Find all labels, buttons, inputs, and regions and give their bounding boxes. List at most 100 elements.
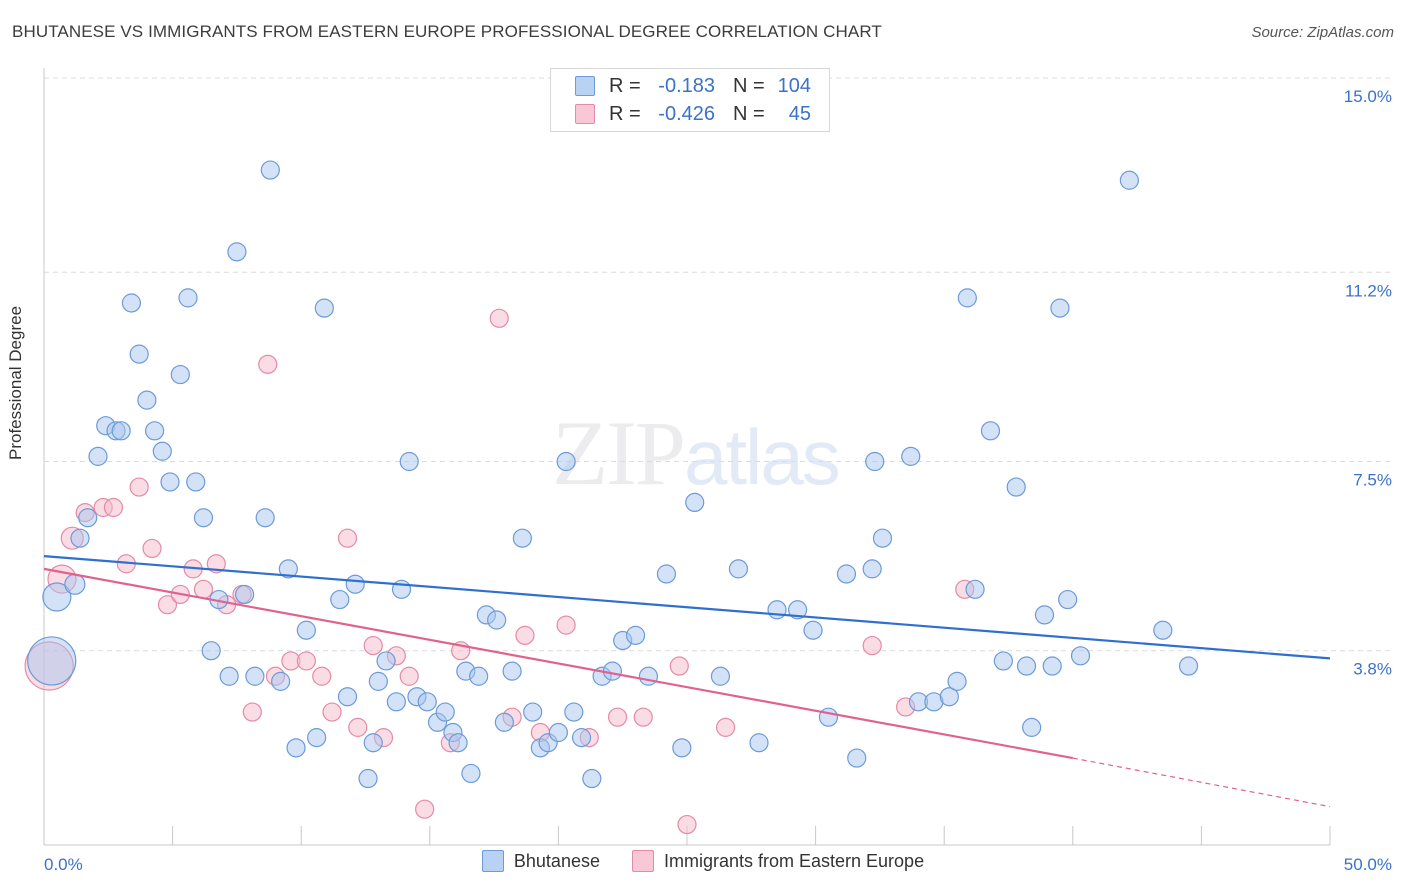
bhutanese-point	[70, 528, 90, 548]
bhutanese-point	[219, 666, 239, 686]
bhutanese-point	[872, 528, 893, 548]
bhutanese-point	[255, 508, 275, 528]
eastern-europe-point	[337, 528, 358, 548]
bhutanese-point	[386, 692, 406, 712]
bhutanese-trend-line	[43, 555, 1331, 660]
bhutanese-point	[685, 492, 705, 513]
bhutanese-point	[337, 687, 358, 707]
chart-title: BHUTANESE VS IMMIGRANTS FROM EASTERN EUR…	[12, 22, 882, 41]
bhutanese-point	[728, 559, 749, 579]
bhutanese-point	[296, 620, 316, 640]
eastern-europe-point	[633, 707, 653, 727]
legend-item-bhutanese[interactable]: Bhutanese	[481, 850, 600, 872]
eastern-europe-point	[607, 707, 628, 727]
bhutanese-point	[399, 451, 419, 472]
bhutanese-point	[487, 610, 507, 630]
bhutanese-point	[358, 768, 378, 789]
eastern-europe-trend-extension	[1072, 757, 1331, 808]
eastern-europe-point	[399, 666, 419, 686]
bhutanese-point	[656, 564, 677, 584]
n-value: 104	[777, 74, 811, 97]
bhutanese-point	[227, 242, 247, 262]
n-label: N =	[733, 102, 765, 125]
bhutanese-point	[42, 582, 72, 612]
y-tick-label: 15.0%	[1344, 87, 1392, 106]
bhutanese-point	[901, 446, 921, 466]
bhutanese-point	[502, 661, 522, 681]
bhutanese-point	[548, 722, 569, 743]
bhutanese-point	[564, 702, 584, 722]
stats-legend-row-eastern-europe: R = -0.426 N = 45	[575, 100, 811, 128]
series-legend: Bhutanese Immigrants from Eastern Europe	[0, 850, 1406, 872]
bhutanese-point	[625, 625, 646, 645]
legend-item-eastern-europe[interactable]: Immigrants from Eastern Europe	[631, 850, 925, 872]
eastern-europe-point	[142, 538, 162, 559]
bhutanese-point	[556, 451, 576, 472]
bhutanese-point	[345, 574, 365, 594]
bhutanese-point	[286, 738, 306, 758]
bhutanese-point	[947, 671, 967, 691]
bhutanese-point	[271, 671, 291, 691]
bhutanese-point	[376, 651, 396, 671]
bhutanese-point	[787, 600, 808, 620]
bhutanese-point	[137, 390, 157, 410]
n-label: N =	[733, 74, 765, 97]
n-value: 45	[788, 102, 811, 125]
bhutanese-point	[803, 620, 823, 640]
eastern-europe-point	[489, 308, 509, 328]
y-axis-label: Professional Degree	[6, 305, 25, 460]
eastern-europe-point	[348, 717, 368, 737]
eastern-europe-point	[363, 635, 383, 656]
bhutanese-point	[201, 641, 221, 661]
r-value: -0.183	[658, 74, 715, 97]
eastern-europe-point	[242, 702, 262, 722]
bhutanese-point	[235, 584, 255, 605]
bhutanese-point	[965, 579, 985, 599]
bhutanese-point	[178, 288, 198, 308]
bhutanese-point	[193, 508, 214, 528]
bhutanese-swatch	[481, 850, 504, 872]
bhutanese-point	[957, 288, 977, 308]
bhutanese-point	[1042, 656, 1062, 676]
bhutanese-point	[1034, 605, 1055, 625]
bhutanese-point	[523, 702, 543, 722]
legend-label-eastern-europe: Immigrants from Eastern Europe	[663, 850, 925, 871]
bhutanese-point	[1006, 477, 1026, 497]
bhutanese-point	[767, 600, 787, 620]
bhutanese-point	[307, 728, 327, 748]
bhutanese-point	[582, 768, 602, 789]
bhutanese-point	[1058, 589, 1078, 610]
eastern-europe-swatch	[631, 850, 654, 872]
eastern-europe-point	[296, 651, 316, 671]
bhutanese-point	[435, 702, 455, 722]
bhutanese-point	[368, 671, 388, 691]
bhutanese-point	[129, 344, 149, 364]
eastern-europe-point	[206, 554, 226, 574]
bhutanese-point	[494, 712, 514, 732]
bhutanese-point	[638, 666, 659, 686]
bhutanese-point	[417, 692, 437, 712]
bhutanese-point	[448, 733, 468, 753]
bhutanese-point	[314, 298, 334, 318]
bhutanese-point	[245, 666, 265, 686]
bhutanese-point	[64, 573, 86, 595]
eastern-europe-point	[669, 656, 689, 676]
bhutanese-point	[363, 733, 383, 753]
bhutanese-point	[278, 559, 298, 579]
x-tick-label: 0.0%	[44, 855, 83, 874]
y-tick-label: 3.8%	[1353, 660, 1392, 679]
bhutanese-point	[330, 589, 350, 610]
bhutanese-point	[78, 508, 98, 528]
eastern-europe-point	[129, 477, 149, 497]
r-value: -0.426	[658, 102, 715, 125]
eastern-europe-point	[515, 625, 535, 645]
bhutanese-point	[152, 441, 172, 461]
bhutanese-point	[1022, 717, 1042, 737]
bhutanese-point	[1070, 646, 1091, 666]
bhutanese-point	[1178, 656, 1199, 676]
bhutanese-point	[1050, 298, 1070, 318]
bhutanese-point	[111, 421, 131, 441]
bhutanese-point	[1153, 620, 1173, 640]
bhutanese-point	[88, 446, 108, 466]
